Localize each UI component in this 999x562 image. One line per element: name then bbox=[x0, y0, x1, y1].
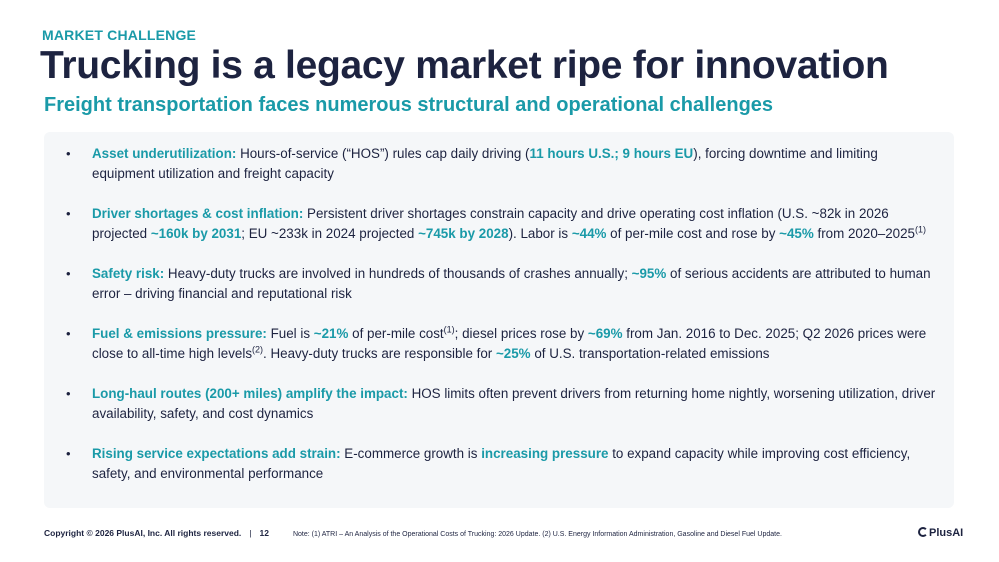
plusai-logo: PlusAI bbox=[918, 527, 963, 539]
bullet-highlight: ~160k by 2031 bbox=[150, 225, 242, 241]
bullet-text: . Heavy-duty trucks are responsible for bbox=[263, 345, 496, 361]
bullet-highlight: ~45% bbox=[779, 225, 814, 241]
bullet-safety-risk: • Safety risk: Heavy-duty trucks are inv… bbox=[44, 264, 954, 303]
bullet-dot-icon: • bbox=[66, 446, 71, 461]
footnote-ref: (1) bbox=[443, 324, 455, 335]
bullet-text: ; diesel prices rose by bbox=[454, 326, 588, 341]
bullet-lead: Driver shortages & cost inflation: bbox=[92, 206, 304, 221]
bullet-dot-icon: • bbox=[66, 386, 71, 401]
bullet-text: ; EU ~233k in 2024 projected bbox=[241, 225, 419, 241]
plusai-logo-icon bbox=[918, 527, 928, 537]
bullet-lead: Long-haul routes (200+ miles) amplify th… bbox=[92, 386, 408, 401]
page-subtitle: Freight transportation faces numerous st… bbox=[44, 94, 774, 116]
bullet-dot-icon: • bbox=[66, 266, 71, 281]
bullet-text: Hours-of-service (“HOS”) rules cap daily… bbox=[236, 146, 530, 161]
bullet-text: Fuel is bbox=[266, 326, 314, 341]
bullet-text: Heavy-duty trucks are involved in hundre… bbox=[164, 266, 632, 281]
bullet-fuel-emissions: • Fuel & emissions pressure: Fuel is ~21… bbox=[44, 324, 954, 363]
bullet-text: Persistent driver shortages constrain ca… bbox=[92, 206, 889, 241]
copyright-text: Copyright © 2026 PlusAI, Inc. All rights… bbox=[44, 528, 242, 538]
page-title: Trucking is a legacy market ripe for inn… bbox=[40, 44, 889, 87]
bullet-text: of serious accidents are attributed to h… bbox=[92, 266, 931, 301]
bullet-lead: Safety risk: bbox=[92, 266, 165, 281]
bullet-highlight: ~25% bbox=[495, 345, 531, 361]
bullet-long-haul: • Long-haul routes (200+ miles) amplify … bbox=[44, 384, 954, 423]
footnote-ref: (1) bbox=[915, 224, 926, 235]
bullet-highlight: 11 hours U.S.; 9 hours EU bbox=[529, 146, 694, 161]
bullet-highlight: ~44% bbox=[571, 225, 607, 241]
bullet-highlight: increasing pressure bbox=[481, 446, 609, 461]
bullet-highlight: ~69% bbox=[587, 326, 623, 341]
bullet-driver-shortages: • Driver shortages & cost inflation: Per… bbox=[44, 204, 954, 243]
bullet-lead: Fuel & emissions pressure: bbox=[92, 326, 267, 341]
page-number: 12 bbox=[259, 528, 269, 538]
bullet-dot-icon: • bbox=[66, 326, 71, 341]
bullet-highlight: ~95% bbox=[631, 266, 667, 281]
bullet-text: HOS limits often prevent drivers from re… bbox=[92, 386, 936, 421]
bullet-dot-icon: • bbox=[66, 146, 71, 161]
bullet-text: from Jan. 2016 to Dec. 2025; Q2 2026 pri… bbox=[92, 326, 927, 361]
bullet-text: of per-mile cost and rose by bbox=[606, 225, 780, 241]
section-kicker: MARKET CHALLENGE bbox=[42, 27, 197, 43]
bullet-text: from 2020–2025 bbox=[813, 225, 915, 241]
bullet-lead: Rising service expectations add strain: bbox=[92, 446, 341, 461]
bullet-list: • Asset underutilization: Hours-of-servi… bbox=[44, 144, 954, 504]
bullet-lead: Asset underutilization: bbox=[92, 146, 237, 161]
footnote-ref: (2) bbox=[252, 344, 264, 355]
bullet-dot-icon: • bbox=[66, 206, 71, 221]
bullet-text: ). Labor is bbox=[508, 225, 572, 241]
bullet-text: ), forcing downtime and limiting equipme… bbox=[92, 146, 878, 181]
challenges-panel: • Asset underutilization: Hours-of-servi… bbox=[44, 132, 954, 508]
bullet-text: of per-mile cost bbox=[348, 326, 444, 341]
footer: Copyright © 2026 PlusAI, Inc. All rights… bbox=[44, 528, 782, 538]
bullet-highlight: ~21% bbox=[313, 326, 349, 341]
logo-text: PlusAI bbox=[929, 527, 964, 539]
bullet-text: to expand capacity while improving cost … bbox=[92, 446, 911, 481]
bullet-text: of U.S. transportation-related emissions bbox=[530, 345, 770, 361]
bullet-asset-underutilization: • Asset underutilization: Hours-of-servi… bbox=[44, 144, 954, 183]
bullet-text: E-commerce growth is bbox=[340, 446, 482, 461]
footnote-text: Note: (1) ATRI – An Analysis of the Oper… bbox=[292, 531, 782, 538]
bullet-service-expectations: • Rising service expectations add strain… bbox=[44, 444, 954, 483]
bullet-highlight: ~745k by 2028 bbox=[418, 225, 509, 241]
footer-separator: | bbox=[249, 528, 252, 538]
